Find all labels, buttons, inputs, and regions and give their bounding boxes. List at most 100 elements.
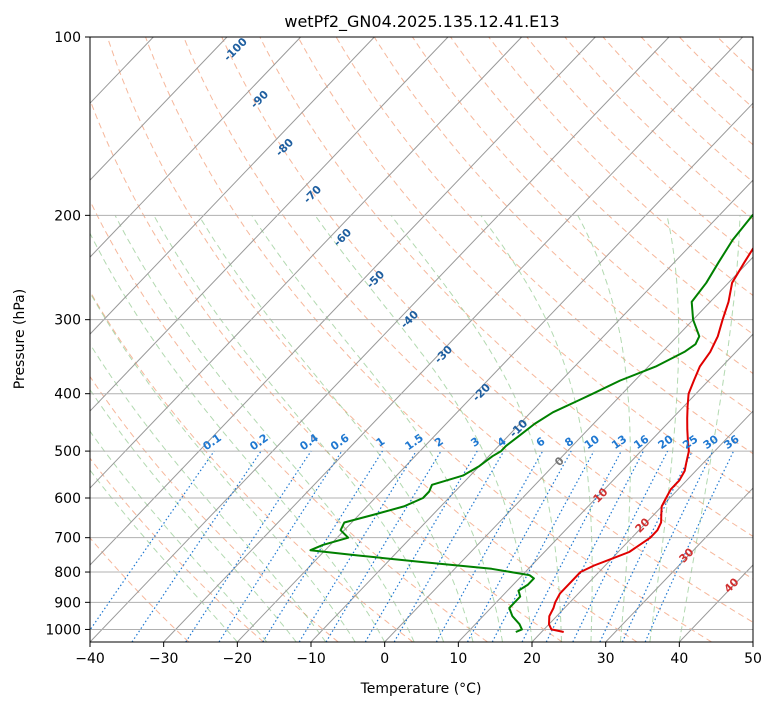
x-tick-label: −20 <box>223 651 253 667</box>
y-tick-label: 800 <box>54 565 81 581</box>
dry-adiabat-line <box>564 37 753 221</box>
isotherm-line <box>90 37 523 489</box>
isotherm-line <box>90 37 596 566</box>
moist-adiabat-line <box>90 291 356 642</box>
x-tick-label: −30 <box>149 651 179 667</box>
mixing-ratio-label: 0.6 <box>328 431 352 453</box>
isotherm-label: 30 <box>677 545 697 565</box>
chart-title: wetPf2_GN04.2025.135.12.41.E13 <box>284 12 559 32</box>
isotherm-label: -50 <box>364 268 387 291</box>
moist-adiabat-line <box>90 343 327 642</box>
dry-adiabat-line <box>221 37 753 580</box>
isotherm-label: -70 <box>301 183 324 206</box>
isotherm-label: -60 <box>331 226 354 249</box>
dry-adiabat-line <box>90 375 339 642</box>
isotherm-line <box>752 641 753 642</box>
x-tick-label: −40 <box>75 651 105 667</box>
isotherm-line <box>310 179 753 642</box>
dry-adiabat-line <box>183 37 753 623</box>
x-tick-label: 50 <box>744 651 762 667</box>
moist-adiabat-line <box>90 232 386 642</box>
moist-adiabat-line <box>649 215 680 642</box>
mixing-ratio-line <box>90 450 215 632</box>
dry-adiabat-line <box>145 37 712 642</box>
mixing-ratio-line <box>218 450 343 642</box>
isotherm-label: -90 <box>248 88 271 111</box>
mixing-ratio-label: 36 <box>722 432 742 452</box>
dry-adiabat-line <box>373 37 753 414</box>
isotherm-label: -10 <box>507 417 530 440</box>
x-tick-label: 30 <box>597 651 615 667</box>
isotherm-label: -100 <box>221 35 250 64</box>
mixing-ratio-label: 0.4 <box>297 431 321 453</box>
isotherm-line <box>163 37 744 642</box>
dry-adiabat-line <box>526 37 753 258</box>
dry-adiabat-line <box>90 98 563 642</box>
y-tick-label: 900 <box>54 595 81 611</box>
dry-adiabat-line <box>640 37 753 146</box>
profile-line <box>548 246 753 633</box>
y-tick-label: 700 <box>54 531 81 547</box>
y-tick-label: 100 <box>54 30 81 46</box>
dry-adiabat-line <box>756 37 775 642</box>
mixing-ratio-label: 30 <box>701 432 721 452</box>
mixing-ratio-label: 25 <box>680 433 700 452</box>
mixing-ratio-label: 3 <box>468 435 482 450</box>
moist-adiabat-line <box>90 388 297 642</box>
mixing-ratio-label: 8 <box>562 435 576 450</box>
y-tick-label: 600 <box>54 491 81 507</box>
dry-adiabat-line <box>90 199 488 642</box>
moist-adiabat-line <box>390 215 562 642</box>
isotherm-line <box>90 37 228 181</box>
isotherm-line <box>0 37 6 642</box>
mixing-ratio-line <box>325 450 442 642</box>
x-tick-label: 20 <box>523 651 541 667</box>
mixing-ratio-label: 1 <box>374 435 388 450</box>
mixing-ratio-line <box>435 450 544 642</box>
mixing-ratio-line <box>466 450 572 642</box>
moist-adiabat-line <box>153 215 445 642</box>
moist-adiabat-line <box>90 469 238 642</box>
isotherm-label: -20 <box>470 381 493 404</box>
dry-adiabat-line <box>90 457 264 642</box>
y-tick-label: 300 <box>54 313 81 329</box>
mixing-ratio-line <box>644 450 735 642</box>
y-axis-ticks: 1000 900 800 700 600 500 400 300 200 100 <box>45 30 90 638</box>
dry-adiabat-line <box>90 290 414 642</box>
isotherm-line <box>678 564 753 642</box>
dry-adiabat-line <box>90 537 190 642</box>
y-axis-label: Pressure (hPa) <box>12 289 28 389</box>
mixing-ratio-line <box>491 450 595 642</box>
mixing-ratio-label: 1.5 <box>403 431 426 453</box>
isotherm-label: -30 <box>432 343 455 366</box>
moist-adiabat-line <box>480 215 593 642</box>
skewt-grid <box>0 37 775 642</box>
profile-line <box>309 213 753 633</box>
isotherm-line <box>90 37 670 642</box>
x-tick-label: −10 <box>296 651 326 667</box>
mixing-ratio-label: 6 <box>534 435 548 450</box>
dry-adiabat-line <box>297 37 753 496</box>
dry-adiabat-line <box>106 37 638 642</box>
dry-adiabat-line <box>488 37 753 297</box>
mixing-ratio-line <box>298 450 417 642</box>
mixing-ratio-label: 2 <box>432 435 446 450</box>
y-tick-label: 1000 <box>45 622 81 638</box>
isotherm-line <box>457 333 753 642</box>
plot-frame <box>89 36 754 643</box>
isotherm-line <box>531 410 753 642</box>
dry-adiabat-line <box>717 37 753 72</box>
mixing-ratio-line <box>364 450 478 642</box>
moist-adiabat-line <box>198 215 474 642</box>
moist-adiabat-line <box>577 215 631 642</box>
y-tick-label: 400 <box>54 387 81 403</box>
x-tick-label: 10 <box>449 651 467 667</box>
dry-adiabat-line <box>335 37 753 455</box>
x-tick-label: 0 <box>380 651 389 667</box>
moist-adiabat-line <box>314 215 533 642</box>
moist-adiabat-line <box>251 215 503 642</box>
isotherm-line <box>90 37 449 412</box>
mixing-ratio-line <box>545 450 644 642</box>
